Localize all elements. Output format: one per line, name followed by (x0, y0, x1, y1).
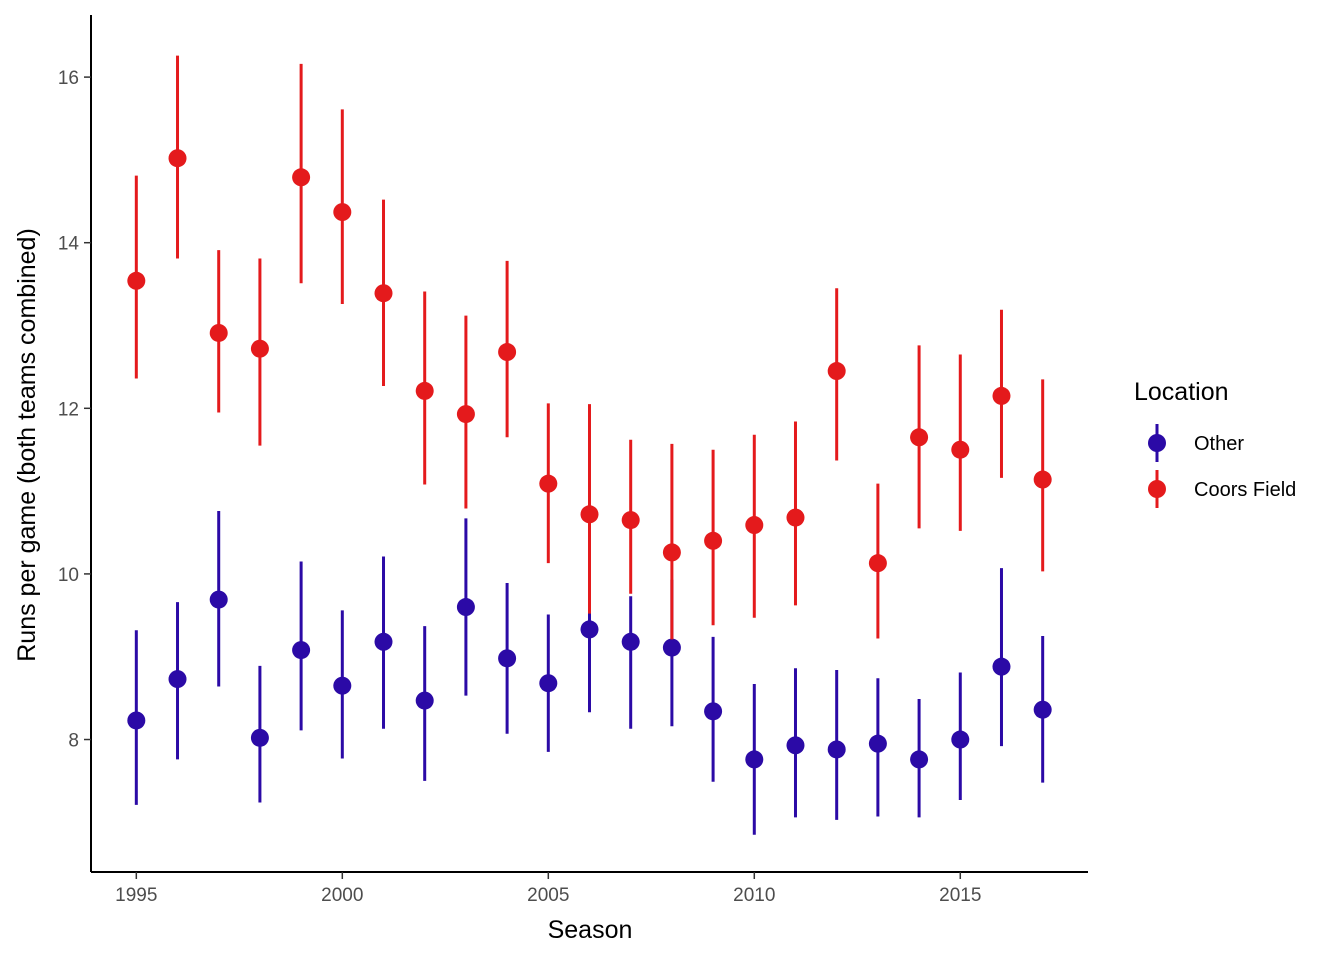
y-tick-label: 16 (58, 68, 79, 89)
data-point (374, 632, 393, 651)
data-point (1033, 700, 1052, 719)
y-axis-title: Runs per game (both teams combined) (13, 228, 41, 662)
data-point (168, 670, 187, 689)
data-point (662, 543, 681, 562)
data-point (621, 632, 640, 651)
legend-label: Other (1194, 433, 1244, 455)
data-point (209, 323, 228, 342)
data-point (1033, 470, 1052, 489)
legend-items: Other Coors Field (1148, 424, 1296, 508)
y-tick-label: 10 (58, 565, 79, 586)
x-tick-label: 2015 (939, 885, 981, 906)
data-point (580, 505, 599, 524)
data-point (951, 440, 970, 459)
data-point (539, 674, 558, 693)
data-point (498, 343, 517, 362)
legend-key-point (1148, 480, 1166, 498)
data-point (127, 711, 146, 730)
y-tick-label: 8 (68, 731, 79, 752)
y-tick-label: 14 (58, 234, 80, 255)
legend-key-point (1148, 434, 1166, 452)
x-tick-label: 1995 (115, 885, 157, 906)
data-point (415, 381, 434, 400)
y-tick-label: 12 (58, 399, 79, 420)
data-point (580, 620, 599, 639)
data-point (292, 641, 311, 660)
data-point (786, 508, 805, 527)
data-point (910, 750, 929, 769)
data-point (868, 554, 887, 573)
x-axis-title: Season (548, 916, 633, 944)
legend-item: Coors Field (1148, 470, 1296, 508)
data-point (456, 598, 475, 617)
data-point (745, 750, 764, 769)
x-tick-label: 2000 (321, 885, 363, 906)
data-point (786, 736, 805, 755)
data-point (250, 339, 269, 358)
data-point (621, 511, 640, 530)
data-point (951, 730, 970, 749)
data-point (539, 474, 558, 493)
y-ticks: 8 10 12 14 16 (58, 68, 91, 752)
data-point (250, 728, 269, 747)
data-point (168, 149, 187, 168)
x-tick-label: 2005 (527, 885, 569, 906)
data-point (745, 516, 764, 535)
data-point (292, 168, 311, 187)
data-point (704, 702, 723, 721)
x-ticks: 1995 2000 2005 2010 2015 (115, 872, 981, 906)
x-tick-label: 2010 (733, 885, 775, 906)
data-point (415, 691, 434, 710)
legend-title: Location (1134, 378, 1229, 406)
data-point (374, 284, 393, 303)
axes (90, 15, 1088, 873)
data-point (827, 740, 846, 759)
data-point (333, 203, 352, 222)
data-point (662, 638, 681, 657)
data-point (992, 657, 1011, 676)
data-point (456, 405, 475, 424)
legend-label: Coors Field (1194, 479, 1296, 501)
data-point (209, 590, 228, 609)
data-point (704, 531, 723, 550)
data-point (827, 362, 846, 381)
data-point (868, 734, 887, 753)
data-point (333, 676, 352, 695)
plot-area (127, 55, 1052, 835)
legend-item: Other (1148, 424, 1244, 462)
legend: Location Other Coors Field (1134, 378, 1296, 508)
data-point (127, 271, 146, 290)
data-point (498, 649, 517, 668)
data-point (910, 428, 929, 447)
data-point (992, 386, 1011, 405)
series-coors-field (127, 55, 1052, 640)
